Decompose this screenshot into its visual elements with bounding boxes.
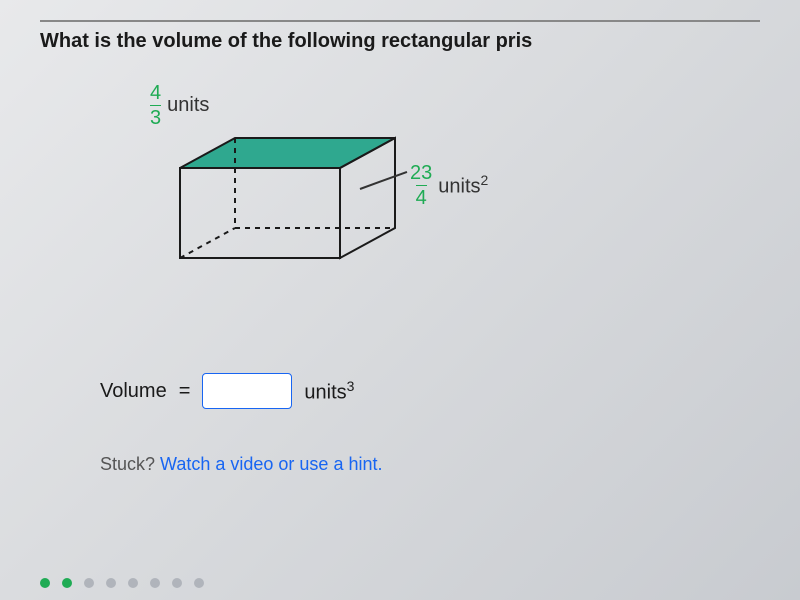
height-unit: units <box>167 94 209 117</box>
progress-dot <box>150 578 160 588</box>
area-numerator: 23 <box>410 163 432 185</box>
area-label: 23 4 units2 <box>410 163 488 208</box>
answer-label: Volume <box>100 380 167 403</box>
hint-link[interactable]: Watch a video or use a hint. <box>160 454 382 474</box>
area-denominator: 4 <box>416 185 427 208</box>
hint-row: Stuck? Watch a video or use a hint. <box>100 454 760 475</box>
answer-row: Volume = units3 <box>100 373 760 409</box>
prism-shape <box>180 138 420 293</box>
progress-dot <box>128 578 138 588</box>
question-text: What is the volume of the following rect… <box>40 20 760 53</box>
answer-unit: units <box>304 381 346 403</box>
prism-diagram: 4 3 units 23 <box>100 83 760 363</box>
area-exponent: 2 <box>481 172 489 188</box>
height-denominator: 3 <box>150 105 161 128</box>
answer-exponent: 3 <box>347 378 355 394</box>
prism-top-face <box>180 138 395 168</box>
volume-input[interactable] <box>202 373 292 409</box>
height-numerator: 4 <box>150 83 161 105</box>
progress-dots <box>40 578 204 588</box>
area-unit: units <box>438 176 480 198</box>
progress-dot <box>106 578 116 588</box>
hint-static-text: Stuck? <box>100 454 160 474</box>
progress-dot <box>172 578 182 588</box>
progress-dot <box>84 578 94 588</box>
equals-sign: = <box>179 380 191 403</box>
prism-front-face <box>180 168 340 258</box>
height-label: 4 3 units <box>150 83 209 128</box>
progress-dot <box>62 578 72 588</box>
progress-dot <box>40 578 50 588</box>
progress-dot <box>194 578 204 588</box>
prism-hidden-edge-diag <box>180 228 235 258</box>
